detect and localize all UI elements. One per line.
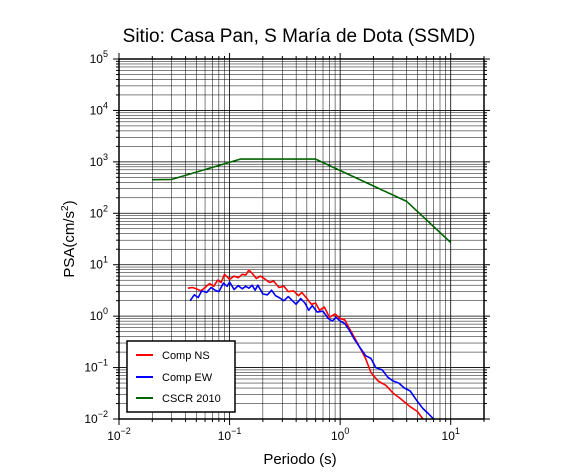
series-line-cscr-2010 xyxy=(152,158,452,244)
x-tick-label: 10−2 xyxy=(107,426,131,443)
y-tick-label: 10−1 xyxy=(84,358,108,375)
y-axis-label-main: PSA(cm/s xyxy=(61,211,78,278)
tick-marks xyxy=(113,53,490,425)
x-tick-label: 100 xyxy=(331,426,349,443)
y-tick-label: 100 xyxy=(90,306,108,323)
x-tick-label: 10−1 xyxy=(218,426,242,443)
series-line-comp-ns xyxy=(187,269,424,419)
y-axis-label: PSA(cm/s2) xyxy=(60,200,78,277)
y-axis-label-end: ) xyxy=(61,200,78,205)
plot-frame xyxy=(118,58,485,420)
y-tick-label: 10−2 xyxy=(84,409,108,426)
y-tick-label: 103 xyxy=(90,152,108,169)
y-tick-label: 105 xyxy=(90,49,108,66)
x-tick-labels: 10−2 10−1 100 101 xyxy=(107,426,460,443)
x-tick-label: 101 xyxy=(442,426,460,443)
chart-title: Sitio: Casa Pan, S María de Dota (SSMD) xyxy=(123,26,476,47)
series-lines xyxy=(152,158,452,419)
x-axis-label: Periodo (s) xyxy=(263,451,336,468)
legend: Comp NS Comp EW CSCR 2010 xyxy=(126,340,236,413)
legend-label-cscr: CSCR 2010 xyxy=(162,393,221,405)
y-tick-labels: 10−2 10−1 100 101 102 103 104 105 xyxy=(84,49,108,426)
legend-label-ns: Comp NS xyxy=(162,350,210,362)
y-tick-label: 104 xyxy=(90,100,108,117)
series-line-comp-ew xyxy=(189,281,435,419)
legend-label-ew: Comp EW xyxy=(162,372,213,384)
grid xyxy=(118,58,485,420)
y-tick-label: 102 xyxy=(90,203,108,220)
y-tick-label: 101 xyxy=(90,255,108,272)
y-axis-label-sup: 2 xyxy=(60,205,71,211)
